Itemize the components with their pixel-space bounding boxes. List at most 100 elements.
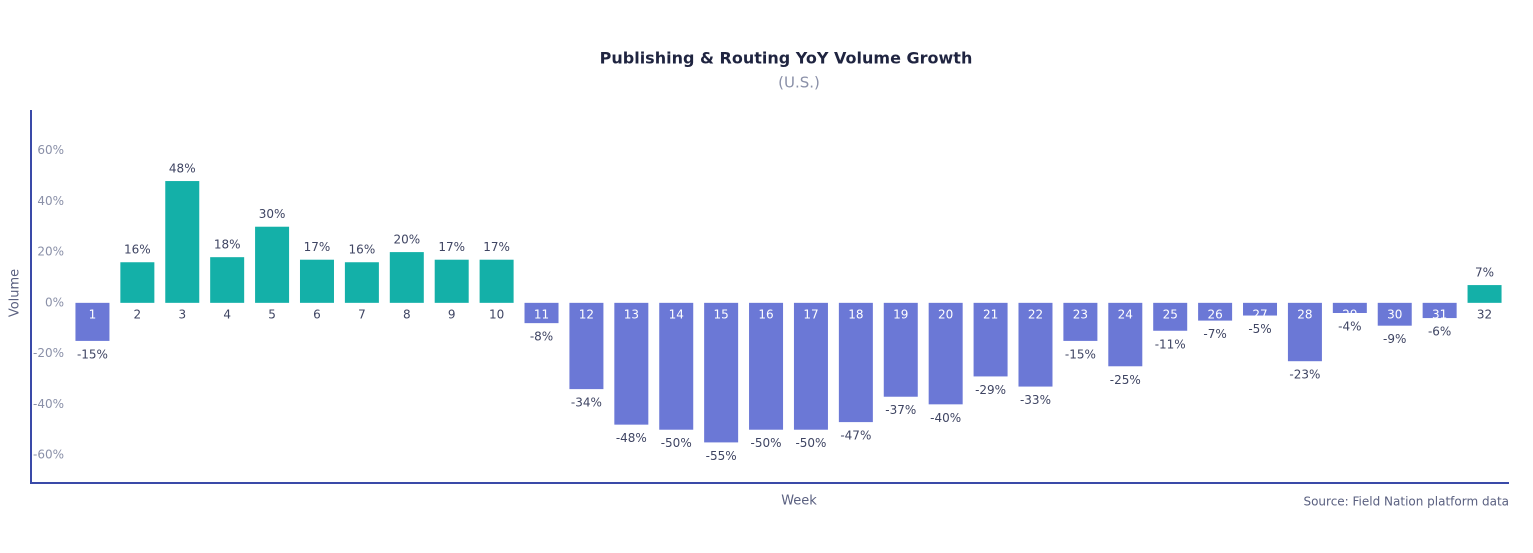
x-tick-label: 25: [1163, 307, 1178, 321]
x-tick-label: 10: [489, 307, 504, 321]
x-tick-label: 13: [624, 307, 639, 321]
bar: [614, 302, 649, 425]
data-label: 17%: [304, 240, 331, 254]
data-label: 20%: [393, 233, 420, 247]
bar: [1198, 302, 1233, 321]
data-label: -6%: [1428, 325, 1451, 339]
data-label: -34%: [571, 396, 602, 410]
x-tick-label: 32: [1477, 307, 1492, 321]
x-tick-label: 27: [1252, 307, 1267, 321]
data-label: -50%: [795, 436, 826, 450]
x-axis-label: Week: [781, 494, 817, 509]
data-label: 30%: [259, 207, 286, 221]
bar: [1153, 302, 1188, 331]
data-label: 18%: [214, 238, 241, 252]
data-label: -48%: [616, 431, 647, 445]
x-tick-label: 18: [848, 307, 863, 321]
bar: [1063, 302, 1098, 341]
chart-title: Publishing & Routing YoY Volume Growth: [600, 49, 973, 68]
source-note: Source: Field Nation platform data: [1303, 495, 1509, 509]
x-tick-label: 31: [1432, 307, 1447, 321]
bar: [299, 259, 334, 303]
bar: [255, 226, 290, 303]
data-label: -4%: [1338, 319, 1361, 333]
y-tick-label: 40%: [37, 194, 64, 208]
data-label: -37%: [885, 403, 916, 417]
data-label: -29%: [975, 383, 1006, 397]
x-tick-label: 21: [983, 307, 998, 321]
bar: [1287, 302, 1322, 362]
x-tick-label: 2: [134, 307, 142, 321]
y-tick-label: -20%: [33, 346, 64, 360]
data-label: 17%: [438, 240, 465, 254]
data-label: -7%: [1203, 327, 1226, 341]
y-tick-label: -60%: [33, 448, 64, 462]
x-tick-label: 22: [1028, 307, 1043, 321]
x-tick-label: 11: [534, 307, 549, 321]
y-tick-label: 60%: [37, 143, 64, 157]
x-tick-label: 6: [313, 307, 321, 321]
x-tick-label: 24: [1118, 307, 1133, 321]
data-label: -23%: [1289, 368, 1320, 382]
x-tick-label: 23: [1073, 307, 1088, 321]
bar: [524, 302, 559, 324]
data-label: -15%: [1065, 347, 1096, 361]
bar: [434, 259, 469, 303]
y-tick-label: 0%: [45, 295, 64, 309]
bar: [479, 259, 514, 303]
bar: [1108, 302, 1143, 367]
x-tick-label: 20: [938, 307, 953, 321]
y-axis-label: Volume: [8, 269, 23, 317]
bar: [793, 302, 828, 430]
x-tick-label: 30: [1387, 307, 1402, 321]
bar: [659, 302, 694, 430]
data-label: -40%: [930, 411, 961, 425]
bar: [1332, 302, 1367, 313]
data-label: -47%: [840, 429, 871, 443]
x-tick-label: 16: [758, 307, 773, 321]
bar: [883, 302, 918, 397]
data-label: 17%: [483, 240, 510, 254]
bar: [1422, 302, 1457, 319]
x-tick-label: 26: [1207, 307, 1222, 321]
bar: [210, 257, 245, 303]
y-tick-label: 20%: [37, 245, 64, 259]
bar: [1467, 285, 1502, 303]
bar: [389, 252, 424, 303]
data-label: -15%: [77, 347, 108, 361]
data-label: 16%: [124, 243, 151, 257]
data-label: 48%: [169, 162, 196, 176]
data-label: -5%: [1248, 322, 1271, 336]
x-tick-label: 1: [89, 307, 97, 321]
bar: [75, 302, 110, 341]
x-tick-label: 17: [803, 307, 818, 321]
x-tick-label: 8: [403, 307, 411, 321]
data-label: -55%: [706, 449, 737, 463]
bar: [120, 262, 155, 303]
bar: [344, 262, 379, 303]
data-label: -9%: [1383, 332, 1406, 346]
y-tick-label: -40%: [33, 397, 64, 411]
x-tick-label: 4: [223, 307, 231, 321]
data-label: -25%: [1110, 373, 1141, 387]
x-tick-label: 19: [893, 307, 908, 321]
x-tick-label: 29: [1342, 307, 1357, 321]
x-tick-label: 5: [268, 307, 276, 321]
data-label: -8%: [530, 330, 553, 344]
chart-subtitle: (U.S.): [778, 74, 820, 92]
bar: [1243, 302, 1278, 316]
bar: [704, 302, 739, 443]
bar: [569, 302, 604, 390]
data-label: -50%: [661, 436, 692, 450]
x-tick-label: 28: [1297, 307, 1312, 321]
x-tick-label: 12: [579, 307, 594, 321]
x-tick-label: 3: [178, 307, 186, 321]
data-label: 7%: [1475, 266, 1494, 280]
bar: [749, 302, 784, 430]
bar: [928, 302, 963, 405]
bar: [165, 181, 200, 303]
data-label: -11%: [1155, 337, 1186, 351]
bar: [1377, 302, 1412, 326]
